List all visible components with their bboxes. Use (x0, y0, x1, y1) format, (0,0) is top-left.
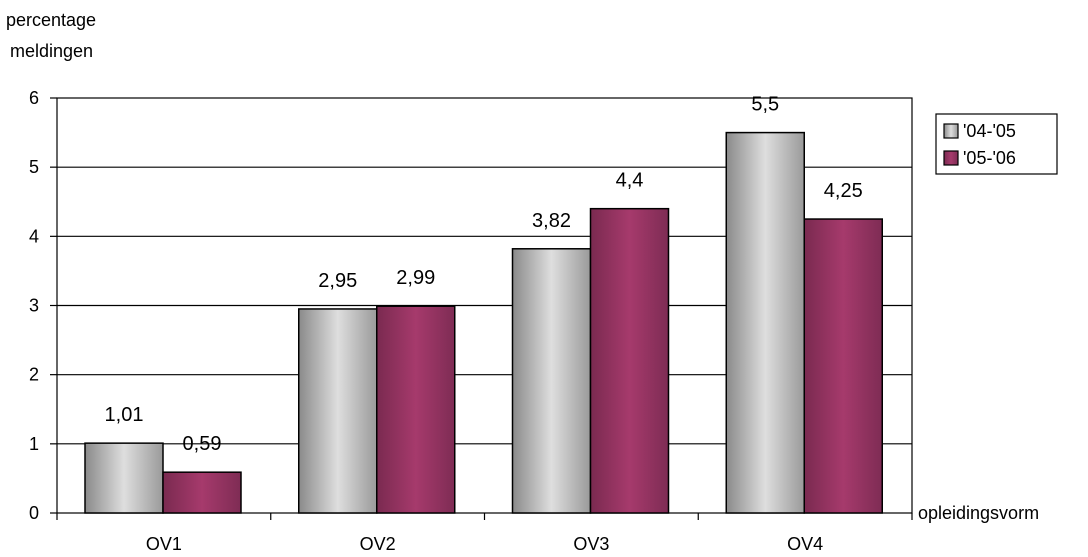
legend-swatch-0 (943, 123, 959, 139)
legend-swatch-1 (943, 150, 959, 166)
y-tick-label-2: 2 (29, 365, 39, 385)
y-tick-label-5: 5 (29, 157, 39, 177)
legend-label-0: '04-'05 (963, 121, 1016, 141)
bar-0506-OV1 (162, 471, 242, 514)
data-label-OV2-1: 2,99 (396, 267, 435, 289)
y-tick-label-0: 0 (29, 503, 39, 523)
data-label-OV1-0: 1,01 (105, 404, 144, 426)
bar-0506-OV3 (589, 207, 670, 514)
y-tick-label-3: 3 (29, 296, 39, 316)
bar-0405-OV3 (511, 248, 592, 514)
bar-0506-OV2 (376, 305, 456, 514)
bar-0405-OV2 (298, 308, 378, 514)
legend-label-1: '05-'06 (963, 148, 1016, 168)
bar-0405-OV1 (84, 442, 164, 514)
x-tick-label-OV3: OV3 (573, 534, 609, 554)
bar-0405-OV4 (725, 131, 805, 514)
x-tick-label-OV1: OV1 (146, 534, 182, 554)
legend: '04-'05 '05-'06 (935, 113, 1058, 175)
y-tick-label-1: 1 (29, 434, 39, 454)
data-label-OV4-0: 5,5 (751, 94, 779, 116)
data-label-OV1-1: 0,59 (183, 433, 222, 455)
bar-0506-OV4 (803, 218, 883, 514)
y-tick-label-6: 6 (29, 88, 39, 108)
y-tick-label-4: 4 (29, 226, 39, 246)
x-tick-label-OV4: OV4 (787, 534, 823, 554)
x-tick-label-OV2: OV2 (360, 534, 396, 554)
data-label-OV4-1: 4,25 (824, 180, 863, 202)
y-axis-title-line1: percentage (6, 10, 96, 30)
data-label-OV3-0: 3,82 (532, 210, 571, 232)
y-axis-title-line2: meldingen (10, 41, 93, 61)
plot-area: 0 1 2 3 4 5 6 1,01 0,59 OV1 2,95 2,99 OV2 3,82 4,4 OV3 5… (29, 88, 913, 554)
data-label-OV2-0: 2,95 (318, 270, 357, 292)
x-axis-title: opleidingsvorm (918, 503, 1039, 523)
data-label-OV3-1: 4,4 (616, 170, 644, 192)
